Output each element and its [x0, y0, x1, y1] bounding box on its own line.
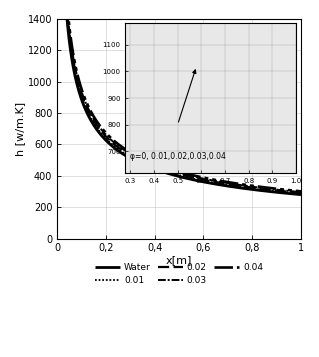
0.03: [188, 174, 191, 178]
0.01: [67, 35, 71, 40]
0.03: [67, 28, 71, 32]
Water: [267, 189, 271, 193]
0.03: [267, 187, 271, 191]
0.04: [77, 79, 81, 83]
0.01: [299, 192, 303, 196]
0.03: [66, 14, 70, 18]
0.03: [299, 190, 303, 194]
0.03: [227, 181, 231, 185]
0.01: [66, 21, 70, 26]
Line: Water: Water: [58, 0, 301, 195]
0.02: [67, 32, 71, 36]
0.04: [188, 172, 191, 177]
0.02: [299, 191, 303, 195]
0.04: [267, 186, 271, 190]
0.04: [299, 189, 303, 193]
Legend: Water, 0.01, 0.02, 0.03, 0.04: Water, 0.01, 0.02, 0.03, 0.04: [92, 259, 267, 289]
Water: [299, 192, 303, 197]
0.04: [66, 10, 70, 14]
Line: 0.02: 0.02: [58, 0, 301, 193]
0.01: [267, 188, 271, 193]
Water: [77, 90, 81, 94]
Water: [227, 184, 231, 188]
Line: 0.04: 0.04: [58, 0, 301, 191]
Line: 0.03: 0.03: [58, 0, 301, 192]
0.02: [66, 17, 70, 22]
Line: 0.01: 0.01: [58, 0, 301, 194]
0.02: [77, 85, 81, 89]
Water: [66, 25, 70, 30]
0.01: [227, 183, 231, 187]
X-axis label: x[m]: x[m]: [166, 255, 192, 265]
0.04: [227, 180, 231, 185]
0.03: [77, 82, 81, 86]
Y-axis label: h [w/m.K]: h [w/m.K]: [15, 102, 25, 156]
0.02: [267, 187, 271, 192]
Water: [67, 39, 71, 44]
0.02: [227, 182, 231, 186]
0.01: [77, 87, 81, 92]
0.04: [67, 24, 71, 29]
Water: [188, 177, 191, 181]
0.01: [188, 176, 191, 180]
0.02: [188, 175, 191, 179]
